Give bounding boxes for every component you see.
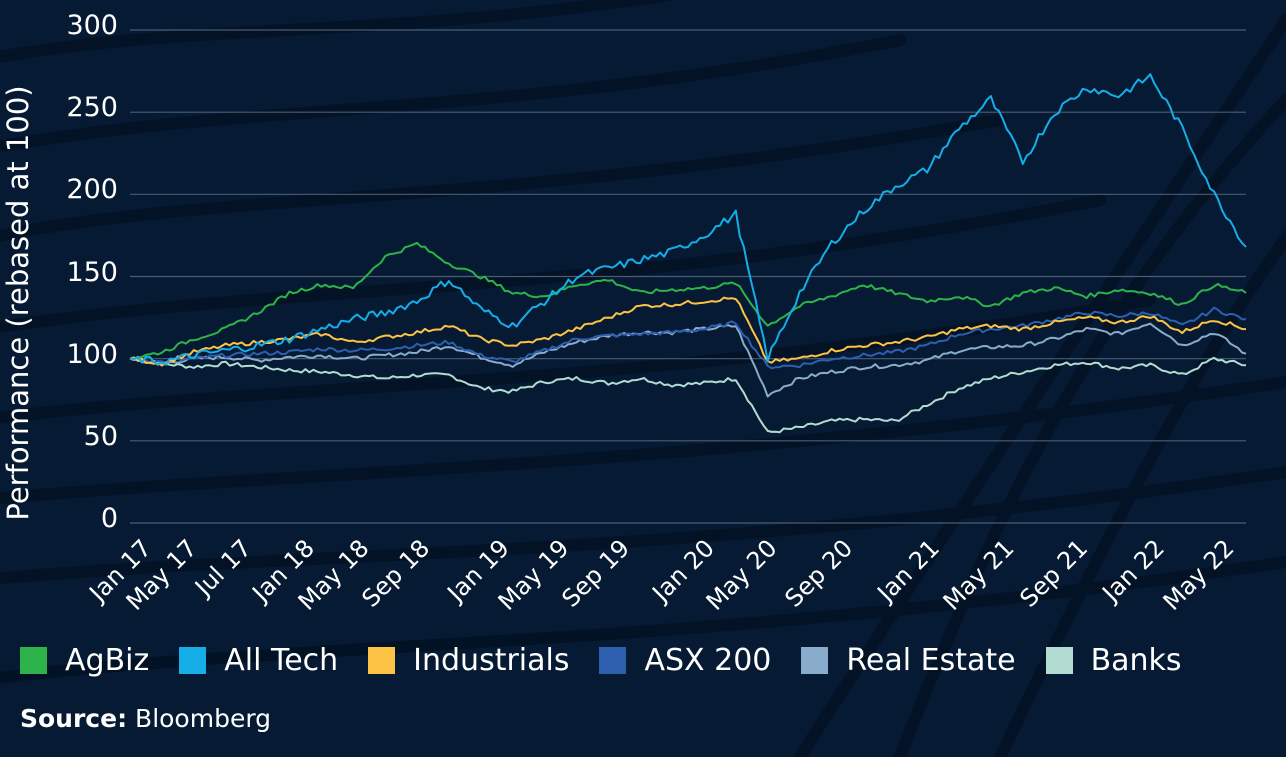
legend-swatch-all-tech (179, 646, 207, 674)
legend-label: ASX 200 (644, 642, 772, 678)
legend-label: All Tech (224, 642, 339, 678)
source-note: Source: Bloomberg (20, 704, 271, 733)
legend-swatch-banks (1045, 646, 1073, 674)
series-line-real-estate (129, 322, 1247, 398)
y-tick-label: 250 (66, 92, 118, 124)
y-tick-label: 50 (83, 420, 118, 452)
series-line-industrials (129, 296, 1247, 367)
y-tick-label: 100 (66, 338, 118, 370)
y-tick-label: 200 (66, 174, 118, 206)
legend-item-asx-200: ASX 200 (599, 643, 771, 678)
legend-item-banks: Banks (1045, 642, 1182, 678)
series-line-all-tech (129, 73, 1247, 366)
series-line-agbiz (129, 241, 1247, 360)
legend-swatch-agbiz (20, 646, 47, 674)
legend-label: Real Estate (846, 642, 1016, 678)
source-value: Bloomberg (127, 704, 272, 733)
y-tick-label: 300 (66, 10, 118, 41)
legend-item-real-estate: Real Estate (801, 642, 1016, 678)
legend-label: Banks (1090, 642, 1182, 678)
y-tick-label: 0 (100, 503, 118, 534)
legend-label: AgBiz (65, 642, 150, 678)
line-chart (129, 29, 1247, 524)
legend-item-agbiz: AgBiz (20, 643, 149, 678)
legend-swatch-industrials (368, 646, 396, 674)
legend-swatch-asx-200 (599, 646, 627, 674)
y-tick-label: 150 (66, 256, 118, 288)
legend-swatch-real-estate (801, 646, 829, 674)
legend-item-all-tech: All Tech (179, 643, 338, 678)
legend-item-industrials: Industrials (368, 643, 569, 678)
series-line-asx-200 (129, 306, 1247, 370)
legend: AgBiz All Tech Industrials ASX 200 Real … (20, 640, 1212, 680)
source-label: Source: (20, 704, 128, 733)
y-axis-label: Performance (rebased at 100) (1, 85, 35, 521)
series-lines (129, 73, 1247, 434)
series-line-banks (129, 356, 1247, 434)
gridlines (130, 29, 1246, 524)
legend-label: Industrials (413, 642, 570, 678)
